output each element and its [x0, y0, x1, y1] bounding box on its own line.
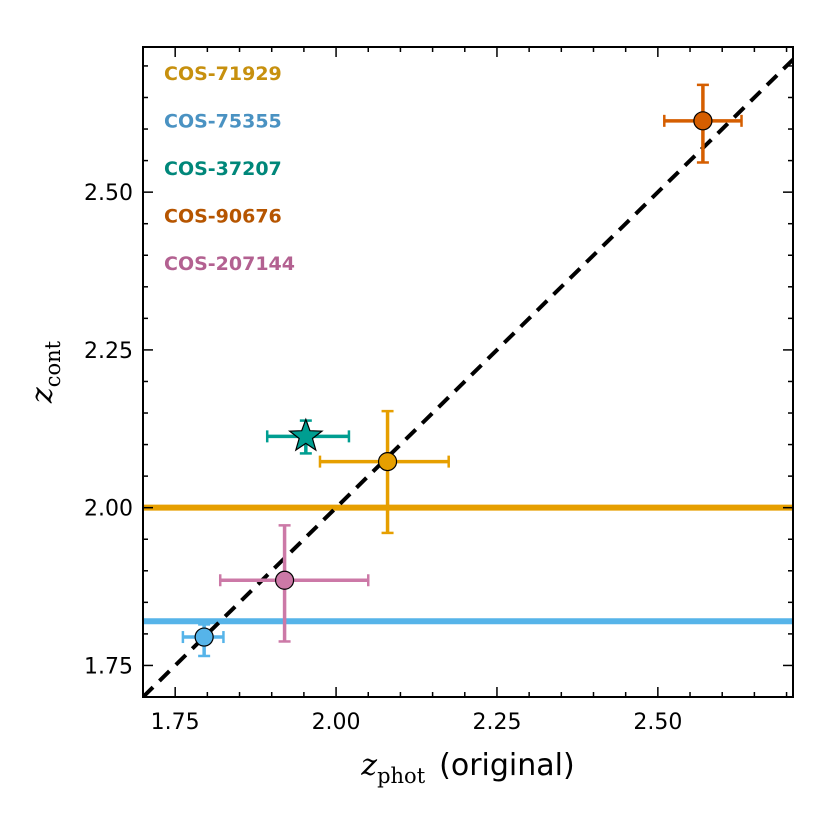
x-tick-label: 2.50	[633, 710, 682, 735]
y-tick-label: 2.50	[84, 181, 133, 206]
y-tick-label: 2.00	[84, 497, 133, 522]
x-axis-label: zphot (original)	[360, 748, 574, 788]
data-point-3	[693, 111, 713, 131]
legend-entry: COS-71929	[164, 63, 282, 85]
x-axis-label-subscript: phot	[377, 764, 426, 788]
legend-entry: COS-37207	[164, 158, 282, 180]
legend: COS-71929 COS-75355 COS-37207 COS-90676 COS-…	[164, 63, 295, 275]
x-axis-label-symbol: z	[360, 748, 377, 783]
y-axis-label-symbol: z	[25, 387, 60, 404]
x-tick-label: 1.75	[151, 710, 200, 735]
x-tick-label: 2.25	[472, 710, 521, 735]
legend-entry: COS-90676	[164, 206, 282, 228]
data-point-0	[377, 452, 398, 472]
data-point-star-2	[287, 417, 324, 452]
y-tick-label: 2.25	[84, 339, 133, 364]
x-axis-label-suffix: (original)	[439, 748, 575, 783]
plot-frame	[142, 46, 794, 698]
legend-entry: COS-207144	[164, 253, 295, 275]
y-axis-label: zcont	[25, 340, 65, 404]
legend-entry: COS-75355	[164, 111, 282, 133]
x-tick-label: 2.00	[312, 710, 361, 735]
data-point-4	[274, 570, 295, 590]
plot-area	[143, 56, 793, 697]
y-axis-label-subscript: cont	[41, 340, 65, 387]
y-tick-label: 1.75	[84, 654, 133, 679]
one-to-one-line	[143, 56, 793, 697]
data-point-1	[194, 627, 214, 647]
tick-labels: 1.75 2.00 2.25 2.50 1.75 2.00 2.25 2.50	[84, 181, 682, 735]
